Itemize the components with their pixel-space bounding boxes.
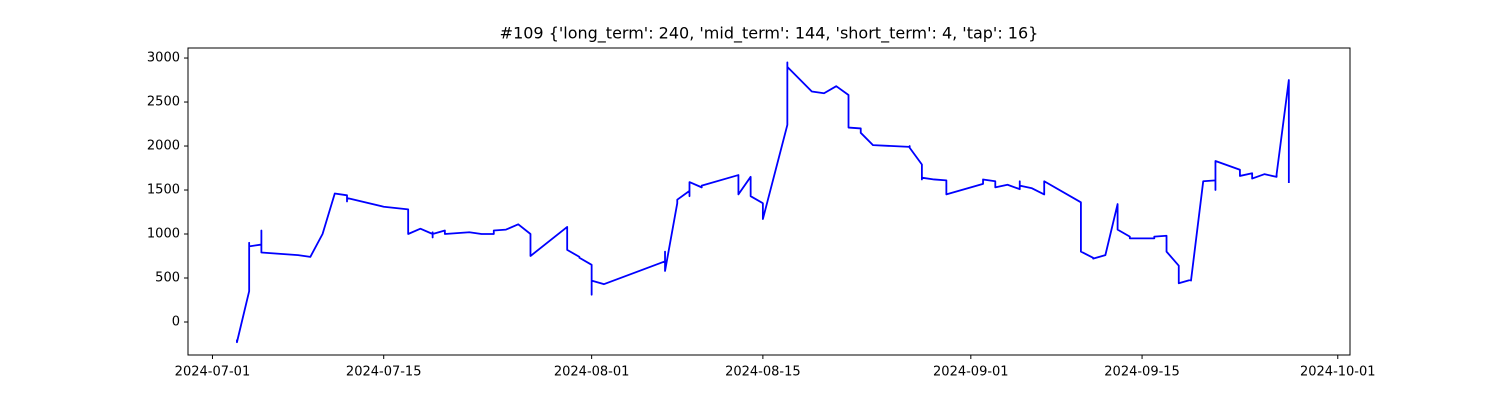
y-tick-label: 2500 xyxy=(147,95,180,110)
x-tick-label: 2024-07-15 xyxy=(346,365,422,380)
x-tick-label: 2024-07-01 xyxy=(175,365,251,380)
x-tick-label: 2024-08-15 xyxy=(725,365,801,380)
y-tick-label: 3000 xyxy=(147,51,180,66)
data-line xyxy=(236,61,1290,344)
y-tick-label: 0 xyxy=(172,315,180,330)
y-tick-label: 1500 xyxy=(147,183,180,198)
y-tick-label: 1000 xyxy=(147,227,180,242)
x-tick-label: 2024-08-01 xyxy=(554,365,630,380)
x-tick-label: 2024-10-01 xyxy=(1300,365,1376,380)
y-tick-label: 2000 xyxy=(147,139,180,154)
chart-title: #109 {'long_term': 240, 'mid_term': 144,… xyxy=(500,24,1039,44)
y-tick-label: 500 xyxy=(155,271,180,286)
x-tick-label: 2024-09-15 xyxy=(1104,365,1180,380)
plot-frame xyxy=(187,47,1351,356)
x-tick-label: 2024-09-01 xyxy=(933,365,1009,380)
